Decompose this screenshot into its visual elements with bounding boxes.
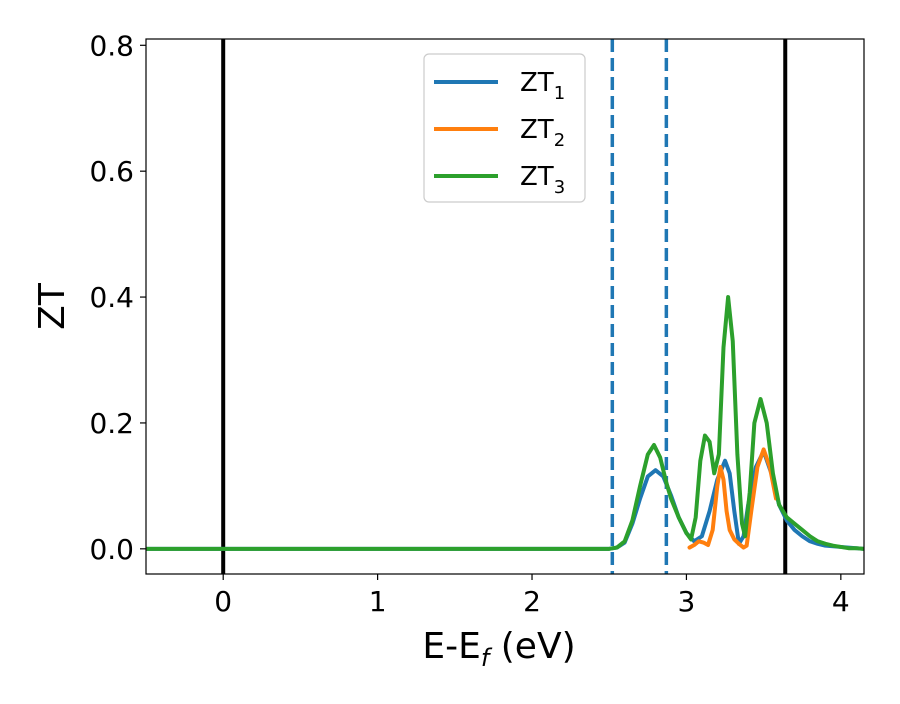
y-axis-label: ZT bbox=[32, 282, 73, 330]
y-tick-label: 0.8 bbox=[89, 29, 134, 62]
series-lines bbox=[146, 295, 864, 551]
series-line-3 bbox=[146, 295, 864, 551]
y-tick-label: 0.4 bbox=[89, 281, 134, 314]
x-label-main: E-E bbox=[422, 626, 480, 667]
legend-label-3: ZT3 bbox=[520, 162, 565, 198]
legend-box bbox=[423, 53, 586, 203]
x-tick-label: 4 bbox=[832, 585, 850, 618]
x-tick-label: 3 bbox=[678, 585, 696, 618]
y-tick-label: 0.0 bbox=[89, 533, 134, 566]
y-tick-label: 0.2 bbox=[89, 407, 134, 440]
legend: ZT1 ZT2 ZT3 bbox=[423, 53, 586, 203]
plot-frame bbox=[145, 38, 865, 575]
legend-label-1: ZT1 bbox=[520, 68, 565, 104]
x-axis-ticks: 0 1 2 3 4 bbox=[214, 574, 850, 618]
x-tick-label: 1 bbox=[369, 585, 387, 618]
x-tick-label: 0 bbox=[214, 585, 232, 618]
x-label-suffix: (eV) bbox=[489, 626, 575, 667]
y-axis-ticks: 0.0 0.2 0.4 0.6 0.8 bbox=[89, 29, 146, 566]
y-tick-label: 0.6 bbox=[89, 155, 134, 188]
series-line-1 bbox=[146, 449, 864, 551]
x-tick-label: 2 bbox=[523, 585, 541, 618]
x-axis-label: E-Ef (eV) bbox=[422, 626, 575, 672]
series-line-2 bbox=[687, 447, 778, 550]
legend-label-2: ZT2 bbox=[520, 115, 565, 151]
